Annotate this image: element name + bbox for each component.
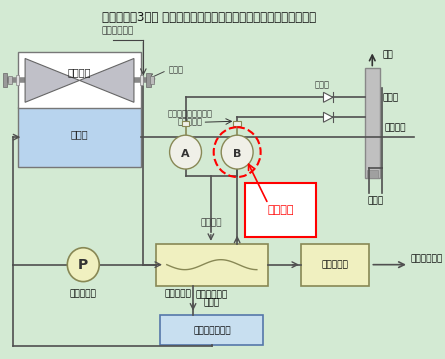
Text: グランド蒸気: グランド蒸気 [102,27,134,36]
Text: 排気管: 排気管 [383,94,399,103]
Text: 復水ポンプ: 復水ポンプ [70,290,97,299]
Bar [234,121,241,126]
Text: 復水器: 復水器 [204,299,220,308]
Polygon shape [80,59,134,102]
Bar [16,75,20,85]
Text: 軸封部: 軸封部 [169,65,184,74]
Text: ビット: ビット [367,196,383,205]
Bar [146,73,151,87]
Text: 排気ファン: 排気ファン [178,118,203,127]
Polygon shape [25,59,80,102]
Bar [155,244,268,286]
Circle shape [67,248,99,281]
Text: （凝縮水）: （凝縮水） [164,290,191,299]
Bar [8,76,12,84]
Text: グランド蒸気復水器: グランド蒸気復水器 [168,110,213,119]
Text: 逆止弁: 逆止弁 [314,80,329,89]
Text: ドレン管: ドレン管 [384,124,406,133]
Bar [367,170,378,178]
Text: （空気）: （空気） [200,219,222,228]
Text: 復水回収タンク: 復水回収タンク [193,326,231,335]
Text: 伊方発電所3号機 グランド蒸気復水器排気ファンまわり系統概略図: 伊方発電所3号機 グランド蒸気復水器排気ファンまわり系統概略図 [102,11,316,24]
Text: グランド蒸気: グランド蒸気 [196,290,228,299]
Text: 当該箇所: 当該箇所 [267,205,294,215]
Bar [140,75,143,85]
Text: 復水器: 復水器 [71,129,88,139]
Text: 蒸気発生器へ: 蒸気発生器へ [411,255,443,264]
Bar [160,316,263,345]
Bar [18,52,142,108]
Polygon shape [324,92,333,102]
Text: A: A [181,149,190,159]
Text: タービン: タービン [68,67,91,78]
Text: 給水加熱器: 給水加熱器 [321,260,348,269]
Text: B: B [233,149,241,159]
Bar [301,244,368,286]
Circle shape [170,135,202,169]
Text: 大気: 大気 [383,50,393,59]
Bar [3,73,7,87]
Polygon shape [324,112,333,122]
Bar [150,76,154,84]
Text: P: P [78,258,89,272]
Circle shape [221,135,253,169]
Bar [18,107,142,167]
Bar [365,69,380,178]
Bar [182,121,189,126]
